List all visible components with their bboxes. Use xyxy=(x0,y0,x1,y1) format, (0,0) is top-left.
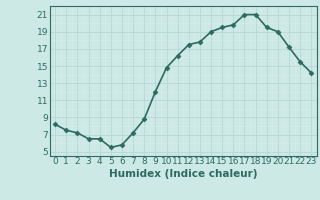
X-axis label: Humidex (Indice chaleur): Humidex (Indice chaleur) xyxy=(109,169,258,179)
